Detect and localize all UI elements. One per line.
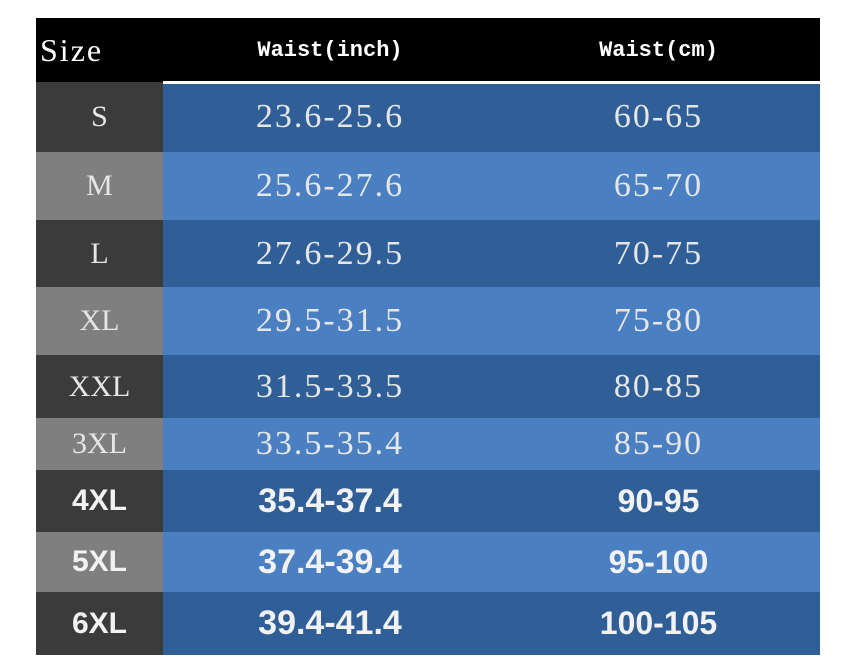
value-cell: 33.5-35.4: [163, 418, 497, 470]
size-cell: 5XL: [36, 532, 163, 592]
header-cell: Waist(cm): [497, 18, 820, 82]
value-cell: 90-95: [497, 470, 820, 532]
value-cell: 80-85: [497, 355, 820, 418]
size-cell: L: [36, 220, 163, 287]
size-cell: S: [36, 82, 163, 152]
value-cell: 29.5-31.5: [163, 287, 497, 355]
value-cell: 65-70: [497, 152, 820, 220]
value-cell: 95-100: [497, 532, 820, 592]
header-separator: [163, 81, 820, 84]
size-cell: M: [36, 152, 163, 220]
value-cell: 75-80: [497, 287, 820, 355]
value-cell: 39.4-41.4: [163, 592, 497, 655]
value-cell: 23.6-25.6: [163, 82, 497, 152]
value-cell: 35.4-37.4: [163, 470, 497, 532]
value-cell: 70-75: [497, 220, 820, 287]
value-cell: 60-65: [497, 82, 820, 152]
size-cell: 4XL: [36, 470, 163, 532]
value-cell: 25.6-27.6: [163, 152, 497, 220]
size-cell: XL: [36, 287, 163, 355]
size-cell: XXL: [36, 355, 163, 418]
value-cell: 85-90: [497, 418, 820, 470]
value-cell: 100-105: [497, 592, 820, 655]
value-cell: 31.5-33.5: [163, 355, 497, 418]
value-cell: 37.4-39.4: [163, 532, 497, 592]
value-cell: 27.6-29.5: [163, 220, 497, 287]
size-cell: 3XL: [36, 418, 163, 470]
header-cell: Waist(inch): [163, 18, 497, 82]
header-cell: Size: [36, 18, 163, 82]
size-cell: 6XL: [36, 592, 163, 655]
